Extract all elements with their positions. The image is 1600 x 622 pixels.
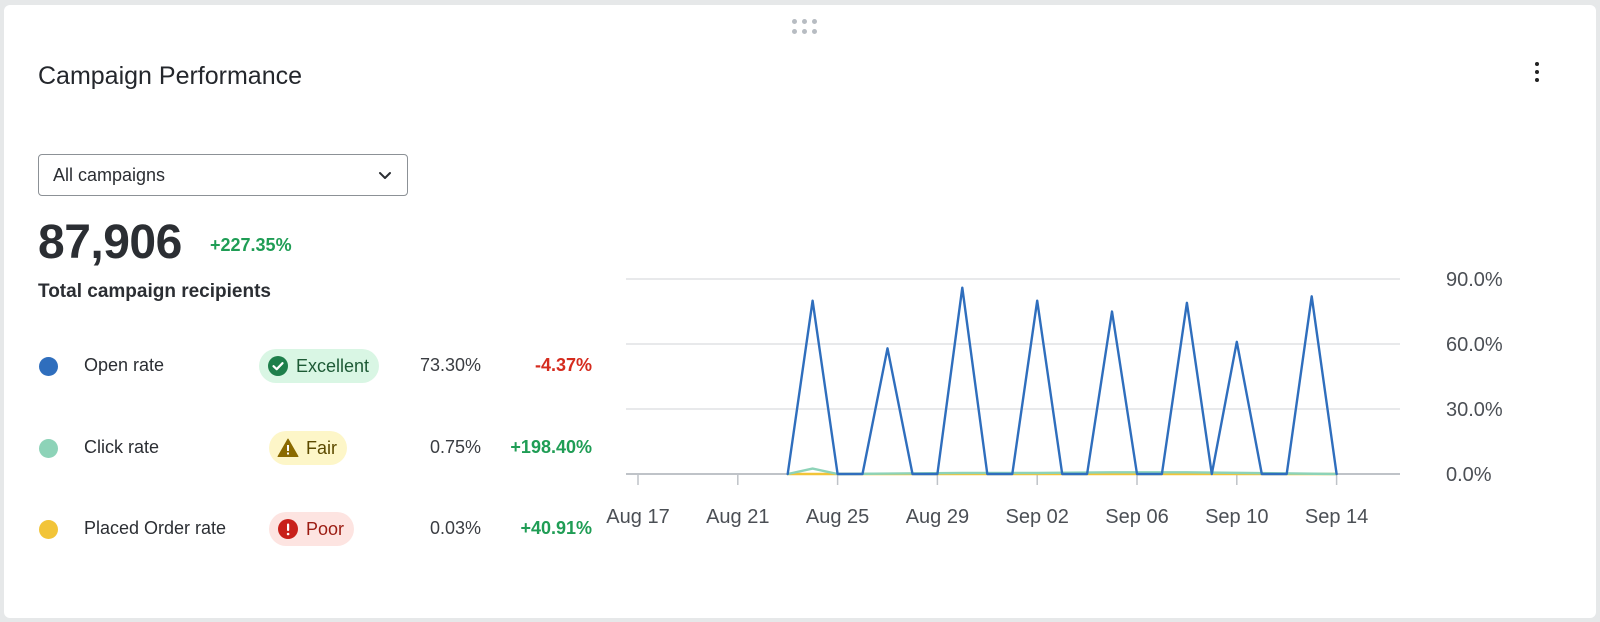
metric-row-click-rate: Click rate Fair 0.75% +198.40% — [4, 429, 604, 469]
warning-triangle-icon — [277, 438, 299, 457]
total-recipients-label: Total campaign recipients — [38, 281, 271, 302]
y-tick-label: 0.0% — [1446, 464, 1492, 486]
status-badge-poor: Poor — [269, 512, 355, 546]
kebab-menu-icon[interactable] — [1526, 57, 1548, 87]
x-tick-label: Sep 02 — [1006, 506, 1069, 528]
card-title: Campaign Performance — [38, 62, 303, 90]
status-label: Poor — [306, 518, 345, 539]
status-label: Excellent — [296, 355, 370, 376]
series-line-open-rate — [786, 286, 1338, 476]
metric-value: 0.75% — [429, 437, 481, 457]
campaign-performance-card: Campaign Performance All campaigns 87,90… — [4, 5, 1596, 618]
legend-dot-open-rate — [39, 357, 58, 376]
total-recipients-value: 87,906 — [38, 216, 182, 269]
y-tick-label: 90.0% — [1446, 269, 1503, 291]
alert-circle-icon — [278, 519, 298, 539]
status-badge-fair: Fair — [269, 431, 347, 465]
legend-dot-click-rate — [39, 439, 58, 458]
legend-dot-placed-order-rate — [39, 520, 58, 539]
metric-value: 0.03% — [429, 518, 481, 538]
x-tick-label: Sep 14 — [1305, 506, 1368, 528]
campaign-filter-value: All campaigns — [53, 164, 166, 185]
drag-handle-icon[interactable] — [792, 19, 820, 37]
metric-change: +198.40% — [510, 437, 592, 457]
metric-change: +40.91% — [520, 518, 592, 538]
y-tick-label: 30.0% — [1446, 399, 1503, 421]
x-tick-label: Aug 25 — [806, 506, 869, 528]
metric-value: 73.30% — [419, 355, 481, 375]
campaign-filter-dropdown[interactable]: All campaigns — [38, 154, 408, 196]
metric-name: Open rate — [84, 355, 165, 375]
x-tick-label: Sep 10 — [1205, 506, 1268, 528]
y-tick-label: 60.0% — [1446, 334, 1503, 356]
total-recipients-change: +227.35% — [210, 235, 292, 255]
metric-change: -4.37% — [534, 355, 592, 375]
campaign-performance-chart: 90.0% 60.0% 30.0% 0.0% Aug 17 Aug 21 Aug 25 Aug… — [606, 269, 1503, 528]
status-badge-excellent: Excellent — [259, 349, 380, 383]
chevron-down-icon — [379, 172, 391, 179]
metric-row-placed-order-rate: Placed Order rate Poor 0.03% +40.91% — [4, 510, 604, 550]
metric-row-open-rate: Open rate Excellent 73.30% -4.37% — [4, 347, 604, 387]
status-label: Fair — [306, 437, 337, 458]
metric-name: Placed Order rate — [84, 518, 227, 538]
x-tick-label: Aug 17 — [606, 506, 669, 528]
x-tick-label: Aug 29 — [906, 506, 969, 528]
x-tick-label: Aug 21 — [706, 506, 769, 528]
check-circle-icon — [268, 356, 288, 376]
x-tick-label: Sep 06 — [1105, 506, 1168, 528]
metric-name: Click rate — [84, 437, 160, 457]
